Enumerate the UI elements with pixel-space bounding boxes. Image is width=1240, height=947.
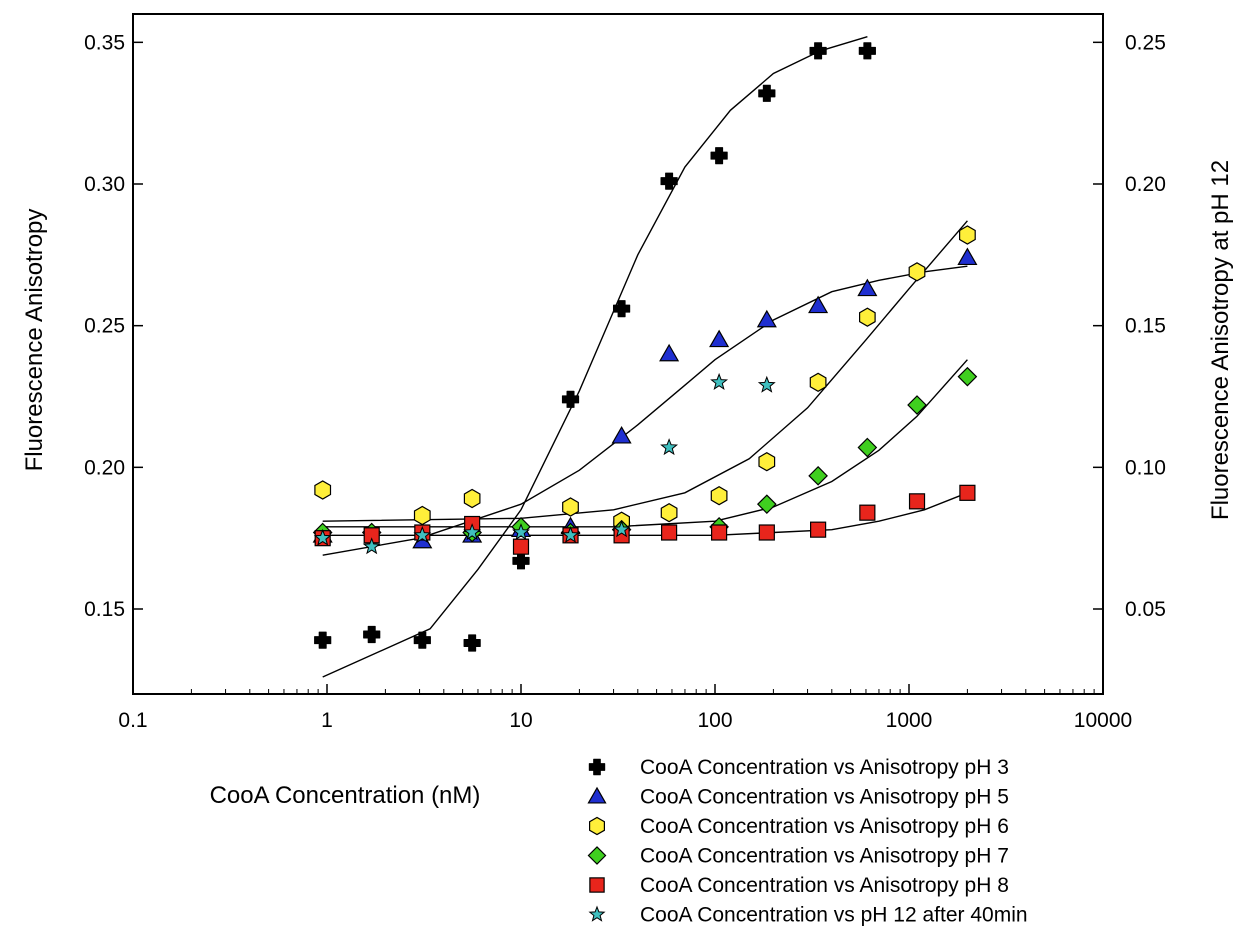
fit-lines <box>322 36 968 678</box>
x-tick-label: 1000 <box>886 709 933 732</box>
data-point-hexagon <box>958 225 976 245</box>
data-point-star <box>413 525 432 543</box>
data-point-star <box>757 375 776 393</box>
data-point-cross <box>363 625 381 644</box>
data-point-hexagon <box>758 452 776 472</box>
data-point-hexagon <box>660 503 678 523</box>
data-point-triangle <box>611 425 632 444</box>
y-tick-label: 0.30 <box>84 173 125 196</box>
legend-marker <box>588 758 606 776</box>
data-point-hexagon <box>908 262 926 282</box>
data-point-star <box>362 537 381 555</box>
data-point-square <box>758 524 775 541</box>
data-point-diamond <box>857 437 878 458</box>
y2-tick-label: 0.25 <box>1125 31 1166 54</box>
data-point-square <box>711 524 728 541</box>
data-point-cross <box>463 634 481 652</box>
data-point-square <box>859 504 876 521</box>
data-point-diamond <box>907 395 927 415</box>
data-point-diamond <box>808 465 828 486</box>
legend-label: CooA Concentration vs pH 12 after 40min <box>640 904 1028 927</box>
data-point-hexagon <box>562 497 579 517</box>
data-point-star <box>512 523 530 541</box>
y-tick-label: 0.35 <box>84 31 125 54</box>
x-axis-ticks: 0.1 1 10 100 1000 10000 <box>118 684 1132 732</box>
data-point-star <box>463 523 482 541</box>
data-point-square <box>512 538 530 555</box>
y-axis-ticks: 0.15 0.20 0.25 0.30 0.35 <box>84 31 143 621</box>
x-tick-label: 10 <box>509 709 532 732</box>
y2-axis-ticks: 0.05 0.10 0.15 0.20 0.25 <box>1093 31 1166 621</box>
x-tick-label: 100 <box>697 709 732 732</box>
fit-line <box>322 265 968 556</box>
data-point-cross <box>758 84 776 102</box>
data-point-star <box>313 528 332 546</box>
data-point-hexagon <box>858 307 876 327</box>
y2-tick-label: 0.15 <box>1125 315 1166 338</box>
x-tick-label: 1 <box>321 709 333 732</box>
data-point-hexagon <box>314 480 332 500</box>
data-point-cross <box>512 552 530 570</box>
data-point-star <box>612 520 631 538</box>
legend: CooA Concentration vs Anisotropy pH 3 Coo… <box>587 756 1028 927</box>
data-point-triangle <box>659 343 680 362</box>
legend-marker <box>587 786 607 804</box>
data-point-square <box>908 493 926 510</box>
legend-label: CooA Concentration vs Anisotropy pH 8 <box>640 874 1009 897</box>
data-point-square <box>810 521 827 538</box>
data-point-cross <box>809 42 827 60</box>
data-point-hexagon <box>809 372 827 392</box>
y-tick-label: 0.20 <box>84 456 125 479</box>
data-point-cross <box>314 631 332 649</box>
data-point-star <box>710 372 729 390</box>
fit-line <box>322 36 868 678</box>
data-point-hexagon <box>463 488 481 509</box>
data-point-cross <box>710 147 728 165</box>
legend-marker <box>587 846 607 865</box>
data-point-triangle <box>857 278 878 297</box>
x-tick-label: 10000 <box>1074 709 1132 732</box>
data-point-star <box>561 525 580 543</box>
x-tick-label: 0.1 <box>118 709 147 732</box>
data-point-triangle <box>957 247 978 266</box>
y-tick-label: 0.15 <box>84 598 125 621</box>
data-point-hexagon <box>413 505 431 526</box>
data-point-square <box>959 484 976 501</box>
data-point-square <box>661 524 678 541</box>
data-point-hexagon <box>710 486 728 506</box>
data-point-triangle <box>808 295 829 314</box>
fit-line <box>322 220 968 522</box>
y-axis-title: Fluorescence Anisotropy <box>21 209 48 472</box>
y-tick-label: 0.25 <box>84 315 125 338</box>
legend-label: CooA Concentration vs Anisotropy pH 3 <box>640 756 1009 779</box>
data-point-diamond <box>957 366 978 387</box>
legend-label: CooA Concentration vs Anisotropy pH 7 <box>640 845 1009 868</box>
legend-label: CooA Concentration vs Anisotropy pH 5 <box>640 786 1009 809</box>
y2-tick-label: 0.20 <box>1125 173 1166 196</box>
data-point-cross <box>612 300 631 318</box>
legend-label: CooA Concentration vs Anisotropy pH 6 <box>640 815 1009 838</box>
data-point-cross <box>858 42 876 60</box>
data-point-triangle <box>709 329 730 348</box>
legend-marker <box>589 877 605 893</box>
data-point-cross <box>660 172 678 190</box>
data-point-diamond <box>756 494 777 515</box>
y2-axis-title: Fluorescence Anisotropy at pH 12 <box>1207 160 1234 520</box>
data-point-triangle <box>756 309 777 328</box>
y2-tick-label: 0.10 <box>1125 456 1166 479</box>
plot-frame <box>132 13 1104 695</box>
x-axis-title: CooA Concentration (nM) <box>210 782 481 809</box>
legend-marker <box>588 905 606 922</box>
y2-tick-label: 0.05 <box>1125 598 1166 621</box>
data-markers <box>312 42 978 652</box>
data-point-star <box>660 438 679 456</box>
data-point-cross <box>561 390 580 408</box>
legend-marker <box>588 816 606 836</box>
data-point-cross <box>413 631 431 649</box>
